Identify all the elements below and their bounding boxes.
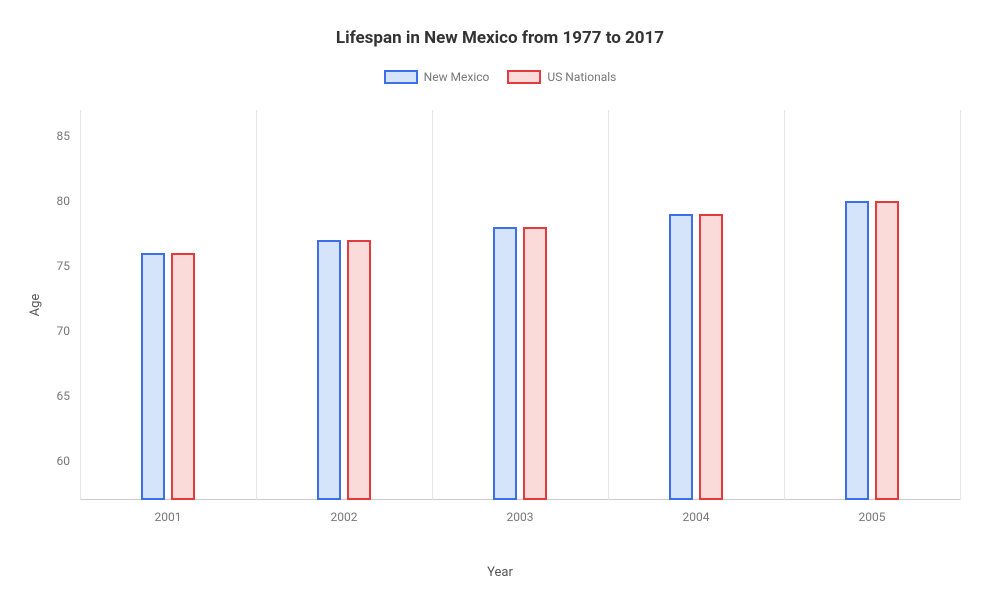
x-tick-label: 2004 [683,510,710,524]
legend: New Mexico US Nationals [0,70,1000,84]
bar-us-nationals [347,240,371,500]
legend-label-us-nationals: US Nationals [547,70,616,84]
x-tick-label: 2001 [155,510,182,524]
x-axis-title: Year [487,565,513,580]
bar-new-mexico [669,214,693,500]
x-axis-line [80,499,960,500]
bar-us-nationals [875,201,899,500]
y-axis-title: Age [28,294,43,317]
gridline-vertical [784,110,785,500]
chart-container: Lifespan in New Mexico from 1977 to 2017… [0,0,1000,600]
plot-area: 60657075808520012002200320042005 [80,110,960,500]
x-tick-label: 2005 [859,510,886,524]
bar-new-mexico [317,240,341,500]
x-tick-label: 2003 [507,510,534,524]
bar-us-nationals [699,214,723,500]
y-tick-label: 80 [40,194,70,208]
gridline-vertical [960,110,961,500]
y-tick-label: 70 [40,324,70,338]
legend-label-new-mexico: New Mexico [424,70,490,84]
bar-new-mexico [493,227,517,500]
bar-us-nationals [171,253,195,500]
legend-item-us-nationals: US Nationals [507,70,616,84]
gridline-vertical [80,110,81,500]
legend-swatch-us-nationals [507,70,541,84]
chart-title: Lifespan in New Mexico from 1977 to 2017 [0,0,1000,48]
y-tick-label: 85 [40,129,70,143]
bar-us-nationals [523,227,547,500]
bar-new-mexico [845,201,869,500]
gridline-vertical [432,110,433,500]
x-tick-label: 2002 [331,510,358,524]
y-tick-label: 65 [40,389,70,403]
y-tick-label: 75 [40,259,70,273]
y-tick-label: 60 [40,454,70,468]
gridline-vertical [608,110,609,500]
legend-item-new-mexico: New Mexico [384,70,490,84]
gridline-vertical [256,110,257,500]
bar-new-mexico [141,253,165,500]
legend-swatch-new-mexico [384,70,418,84]
